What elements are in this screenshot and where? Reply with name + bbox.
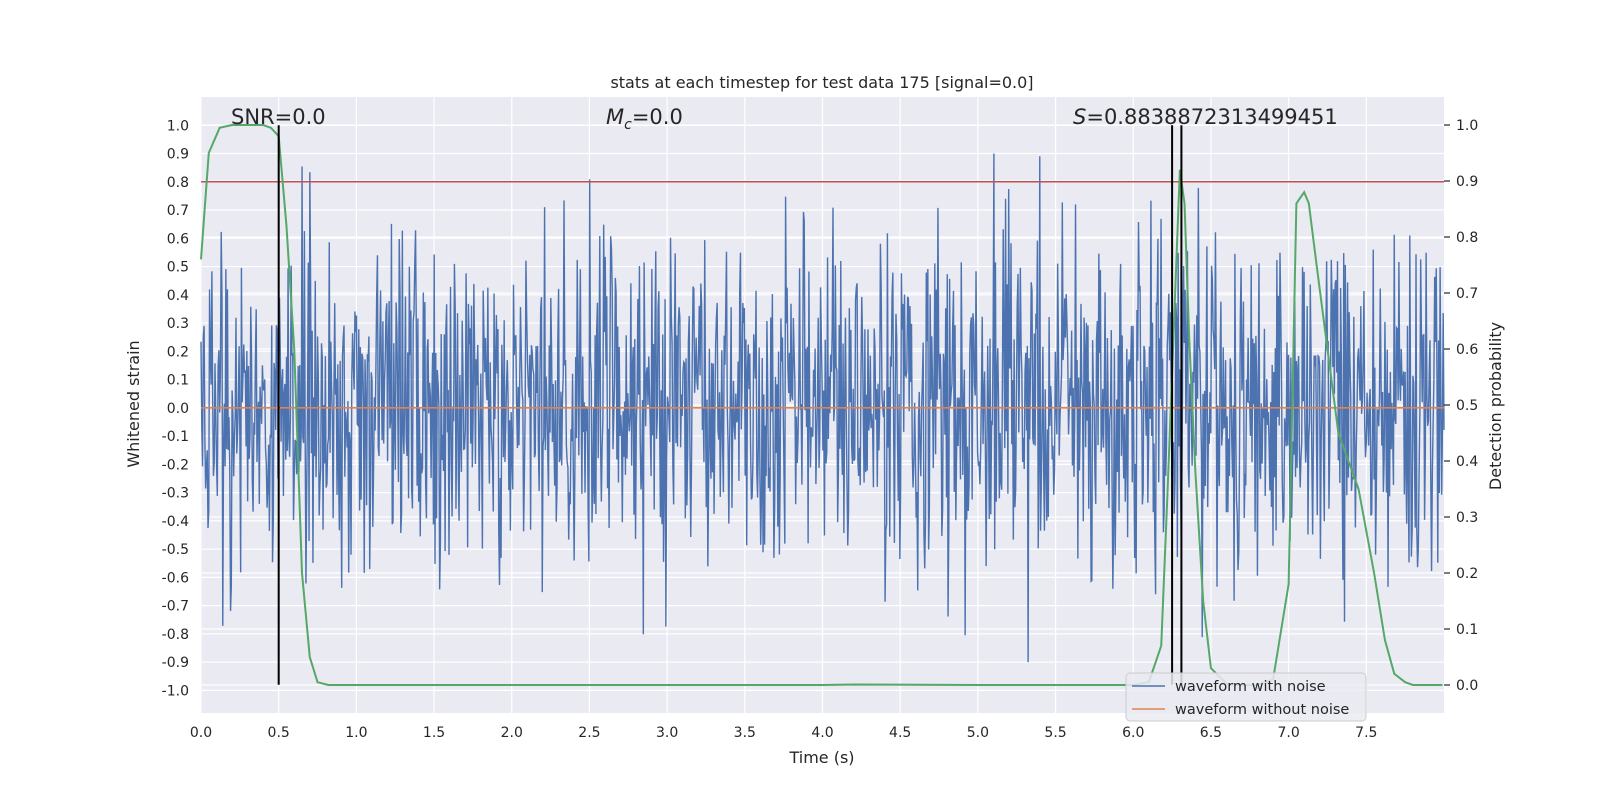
x-tick-label: 6.0 xyxy=(1122,725,1144,741)
y2-tick-label: 0.9 xyxy=(1456,174,1478,190)
y2-tick-label: 0.5 xyxy=(1456,398,1478,414)
legend-label-noise: waveform with noise xyxy=(1175,679,1326,695)
score-value: =0.8838872313499451 xyxy=(1086,105,1337,129)
x-tick-label: 3.0 xyxy=(656,725,678,741)
series-waveform-with-noise xyxy=(200,153,1445,663)
y2-tick-label: 0.1 xyxy=(1456,622,1478,638)
x-tick-label: 5.5 xyxy=(1044,725,1066,741)
y-tick-label: 0.2 xyxy=(167,344,189,360)
x-tick-label: 2.0 xyxy=(501,725,523,741)
series-detection-probability xyxy=(200,124,1443,686)
left-y-axis: 1.0 0.9 0.8 0.7 0.6 0.5 0.4 0.3 0.2 0.1 0.0 -0.1 -0.… xyxy=(162,118,189,699)
legend: waveform with noise waveform without noi… xyxy=(1125,672,1367,722)
y-tick-label: 0.1 xyxy=(167,373,189,389)
x-tick-label: 3.5 xyxy=(734,725,756,741)
chart-title: stats at each timestep for test data 175… xyxy=(610,73,1033,92)
y2-tick-label: 0.4 xyxy=(1456,454,1478,470)
y-tick-label: -0.6 xyxy=(162,570,189,586)
snr-annotation: SNR=0.0 xyxy=(231,105,326,129)
x-tick-label: 0.0 xyxy=(190,725,212,741)
series-layer xyxy=(200,124,1445,686)
y-tick-label: 0.5 xyxy=(167,260,189,276)
x-tick-label: 6.5 xyxy=(1200,725,1222,741)
x-tick-label: 5.0 xyxy=(967,725,989,741)
x-tick-label: 1.0 xyxy=(345,725,367,741)
y2-axis-label: Detection probability xyxy=(1486,322,1505,490)
y2-tick-label: 0.6 xyxy=(1456,342,1478,358)
y-tick-label: 0.0 xyxy=(167,401,189,417)
y-tick-label: -1.0 xyxy=(162,683,189,699)
x-tick-label: 0.5 xyxy=(268,725,290,741)
y-tick-label: -0.1 xyxy=(162,429,189,445)
y-tick-label: -0.9 xyxy=(162,655,189,671)
y2-tick-label: 1.0 xyxy=(1456,118,1478,134)
y-tick-label: 1.0 xyxy=(167,118,189,134)
legend-box xyxy=(1125,672,1367,722)
x-tick-label: 2.5 xyxy=(578,725,600,741)
x-tick-label: 7.0 xyxy=(1277,725,1299,741)
chirp-mass-value: =0.0 xyxy=(632,105,683,129)
y-tick-label: -0.7 xyxy=(162,599,189,615)
x-tick-label: 4.5 xyxy=(889,725,911,741)
x-tick-label: 4.0 xyxy=(811,725,833,741)
legend-label-clean: waveform without noise xyxy=(1175,702,1349,718)
y-tick-label: 0.4 xyxy=(167,288,189,304)
x-axis-label: Time (s) xyxy=(788,748,854,767)
y-tick-label: -0.5 xyxy=(162,542,189,558)
y2-tick-label: 0.3 xyxy=(1456,510,1478,526)
y-tick-label: 0.3 xyxy=(167,316,189,332)
chirp-mass-annotation: Mc=0.0 xyxy=(606,105,683,133)
y-tick-label: -0.2 xyxy=(162,457,189,473)
chirp-mass-subscript: c xyxy=(624,117,632,133)
y-axis-label: Whitened strain xyxy=(124,340,143,467)
y2-tick-label: 0.0 xyxy=(1456,678,1478,694)
y-tick-label: -0.4 xyxy=(162,514,189,530)
y-tick-label: -0.3 xyxy=(162,486,189,502)
y2-tick-label: 0.7 xyxy=(1456,286,1478,302)
y2-tick-label: 0.8 xyxy=(1456,230,1478,246)
right-y-axis: 1.0 0.9 0.8 0.7 0.6 0.5 0.4 0.3 0.2 0.1 0.0 xyxy=(1444,118,1478,694)
y-tick-label: 0.9 xyxy=(167,147,189,163)
y-tick-label: 0.6 xyxy=(167,231,189,247)
x-tick-label: 1.5 xyxy=(423,725,445,741)
y-tick-label: 0.8 xyxy=(167,175,189,191)
score-symbol: S xyxy=(1073,105,1086,129)
y-tick-label: 0.7 xyxy=(167,203,189,219)
y2-tick-label: 0.2 xyxy=(1456,566,1478,582)
x-tick-label: 7.5 xyxy=(1355,725,1377,741)
y-tick-label: -0.8 xyxy=(162,627,189,643)
x-axis: 0.0 0.5 1.0 1.5 2.0 2.5 3.0 3.5 4.0 4.5 5.0 5.5 6.0 6… xyxy=(190,725,1378,741)
score-annotation: S=0.8838872313499451 xyxy=(1073,105,1338,129)
chirp-mass-symbol: M xyxy=(606,105,624,129)
